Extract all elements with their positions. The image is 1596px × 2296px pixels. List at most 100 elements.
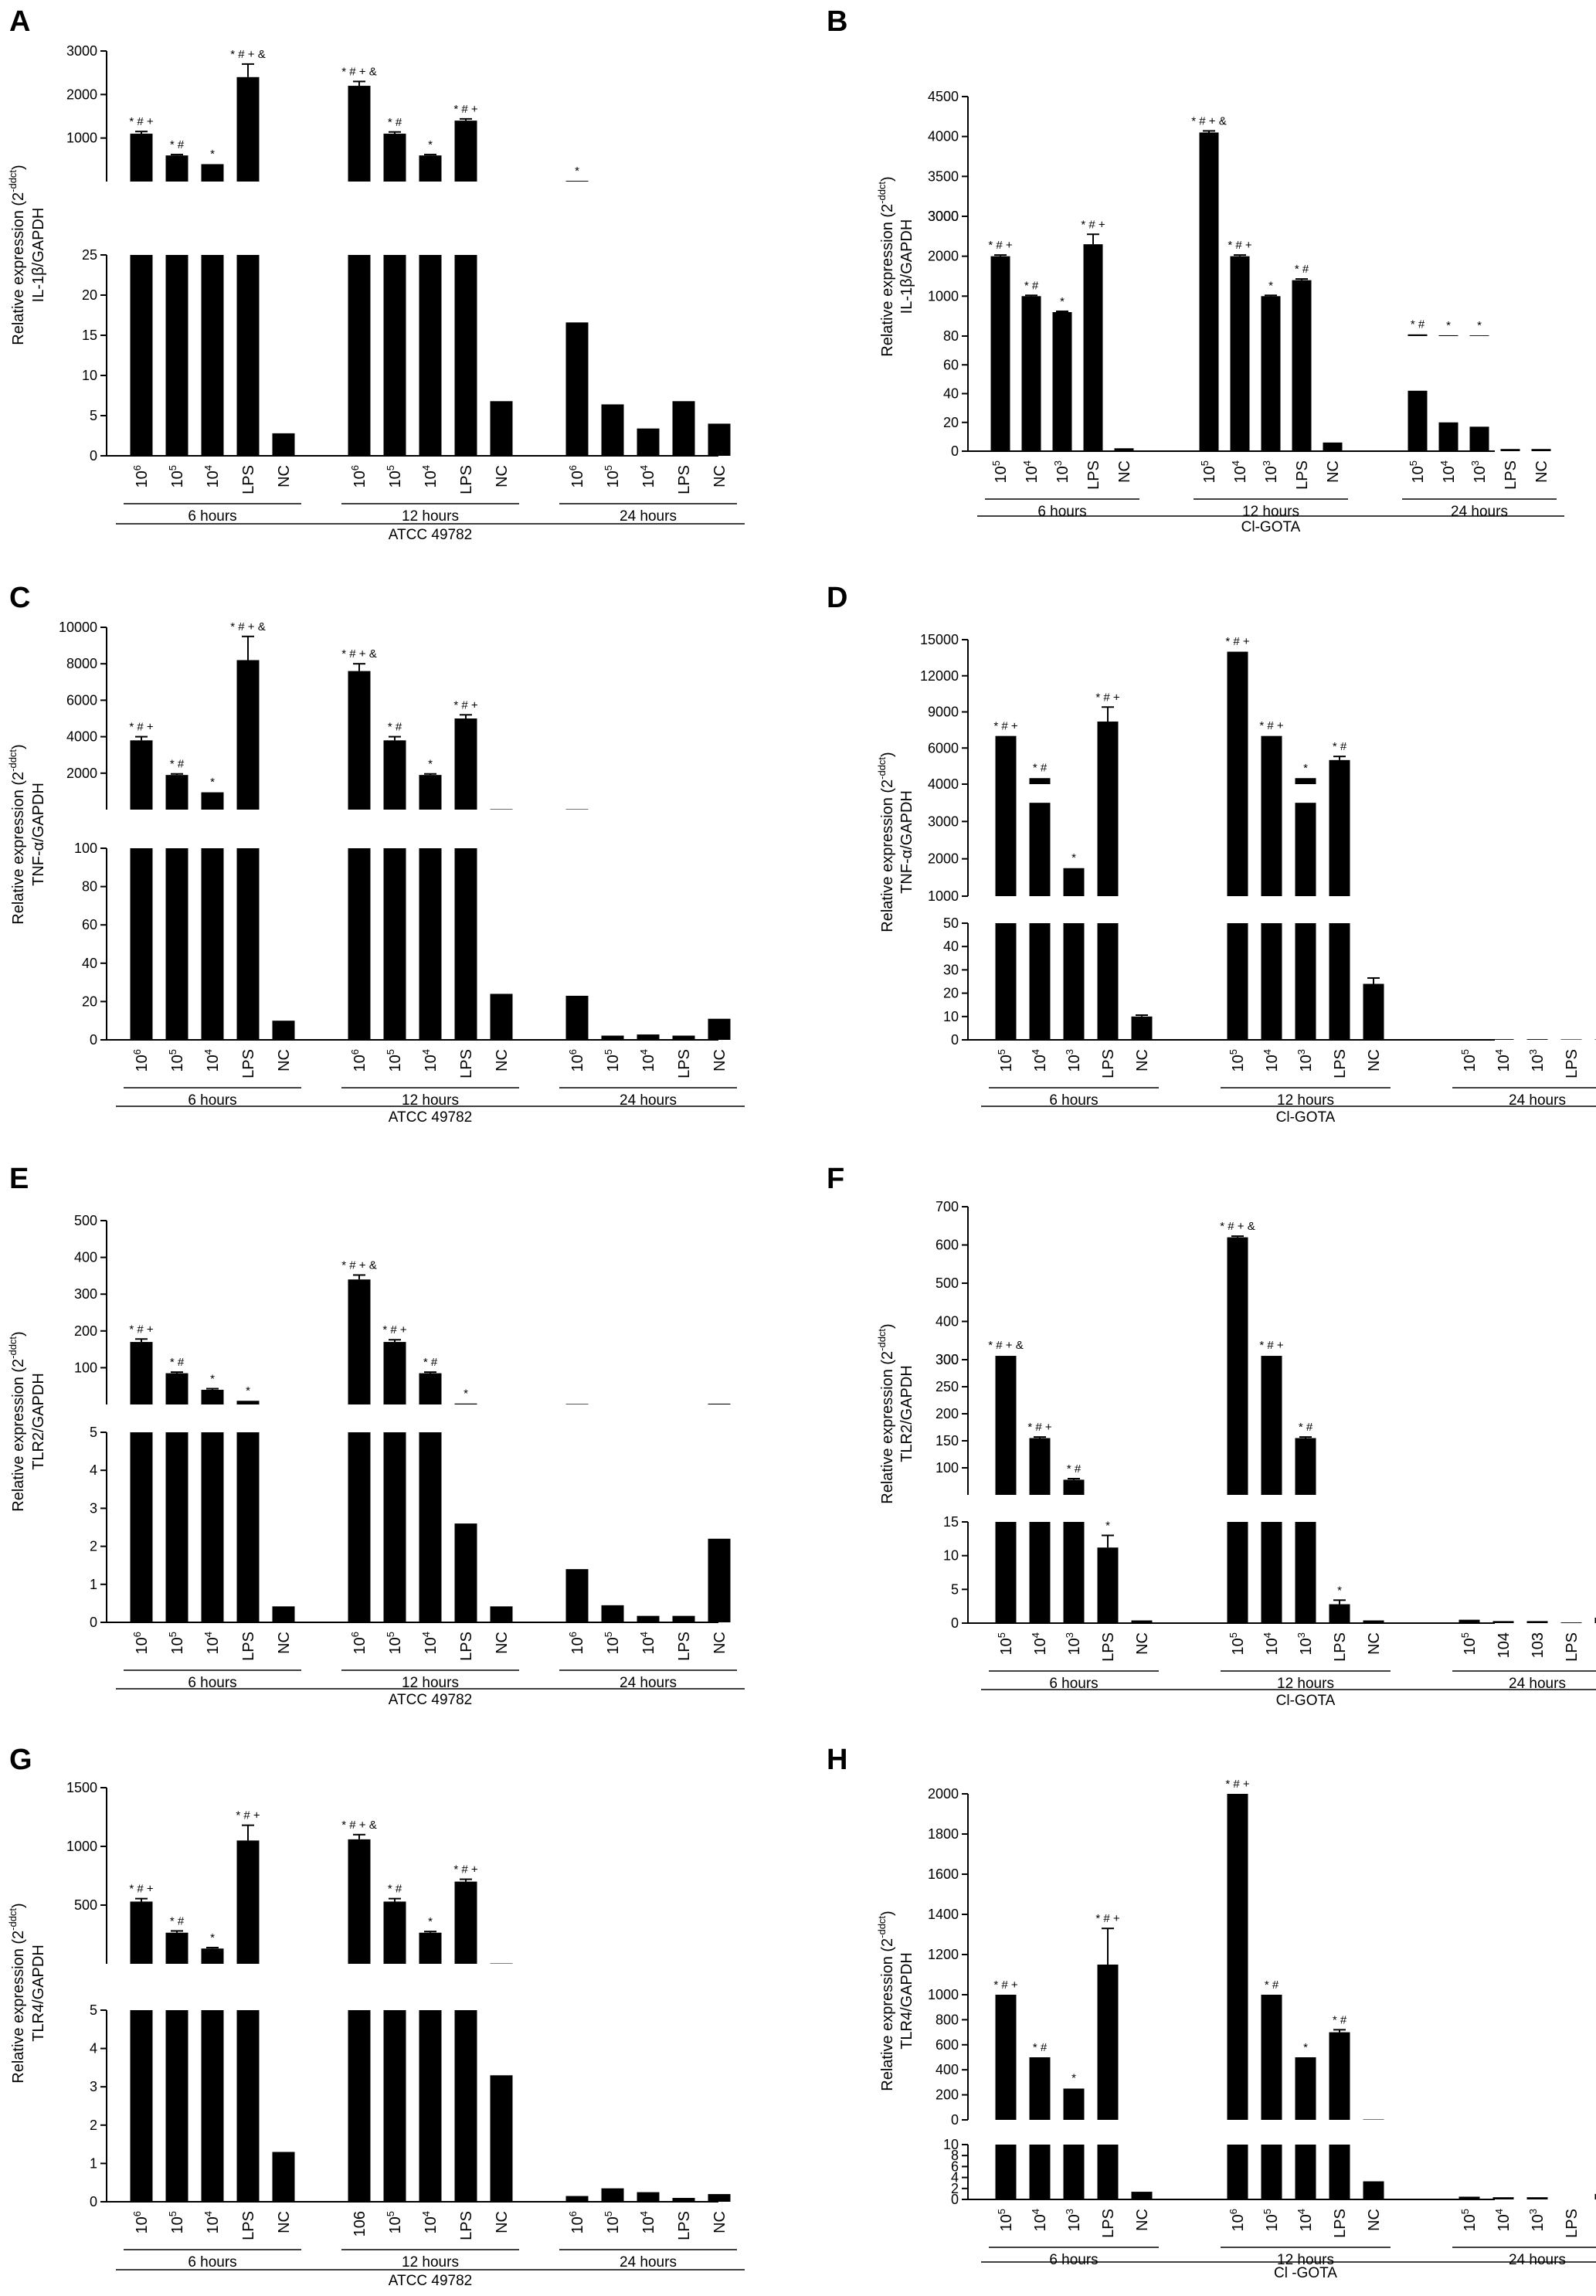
bar	[672, 1615, 695, 1622]
bar	[454, 255, 477, 456]
significance-annotation: *	[246, 1384, 250, 1398]
category-label: 106	[131, 465, 151, 487]
bar	[165, 1932, 188, 1964]
bar	[130, 740, 153, 810]
category-label: LPS	[1100, 2209, 1117, 2238]
y-tick-label: 3500	[928, 168, 959, 184]
bar	[1131, 1620, 1153, 1623]
group-label: 24 hours	[620, 508, 677, 525]
panel-G: G 500 1000 1500 0 1 2 3 4 5 Relative expression (2…	[7, 1744, 745, 2289]
category-label: 103	[1527, 2209, 1547, 2231]
category-label: 104	[1021, 460, 1041, 483]
category-label: 104	[638, 465, 657, 487]
bar	[1029, 803, 1051, 896]
y-tick-label: 0	[90, 1032, 97, 1048]
y-tick-label: 15	[943, 1514, 959, 1530]
category-label: 104	[1230, 460, 1249, 483]
bar	[1594, 1039, 1596, 1040]
bar	[1560, 1622, 1582, 1623]
category-label: 104	[202, 1632, 222, 1654]
bar	[1261, 1356, 1282, 1360]
y-tick-label: 300	[936, 1352, 959, 1367]
bar	[130, 1342, 153, 1404]
group-label: 6 hours	[188, 508, 236, 525]
bar	[1526, 1039, 1548, 1040]
significance-annotation: *	[210, 148, 215, 161]
significance-annotation: * # +	[382, 1323, 407, 1337]
category-label: NC	[494, 2211, 511, 2233]
significance-annotation: *	[210, 1373, 215, 1386]
significance-annotation: * #	[1033, 762, 1048, 775]
bar	[1097, 784, 1119, 896]
bar	[419, 848, 442, 1040]
y-tick-label: 500	[936, 1275, 959, 1291]
y-tick-label: 5	[90, 408, 97, 423]
category-label: LPS	[240, 1049, 257, 1078]
y-tick-label: 15000	[920, 632, 959, 647]
y-tick-label: 4000	[928, 776, 959, 792]
significance-annotation: * # + &	[341, 647, 376, 661]
bar	[130, 1901, 153, 1964]
significance-annotation: * #	[423, 1356, 438, 1369]
category-label: 104	[1262, 1632, 1281, 1655]
significance-annotation: * #	[1333, 2013, 1347, 2026]
bar	[165, 775, 188, 810]
bar	[236, 76, 260, 182]
bar	[1469, 426, 1489, 451]
category-label: 103	[1469, 460, 1489, 483]
bar	[565, 1569, 589, 1622]
category-label: NC	[1116, 460, 1133, 483]
category-label: 104	[638, 1049, 657, 1072]
category-label: 104	[1262, 1049, 1281, 1072]
significance-annotation: * # +	[1081, 218, 1105, 231]
category-label: 104	[1030, 2209, 1049, 2231]
y-axis-subtitle: TLR2/GAPDH	[898, 1365, 915, 1462]
y-tick-label: 1400	[928, 1907, 959, 1922]
y-tick-label: 0	[90, 1615, 97, 1630]
bar	[272, 2152, 295, 2202]
significance-annotation: * #	[388, 116, 402, 129]
y-tick-label: 2	[951, 2181, 959, 2196]
significance-annotation: *	[210, 776, 215, 789]
significance-annotation: * #	[388, 1883, 402, 1896]
category-label: 105	[167, 1632, 186, 1654]
bar	[1227, 1522, 1248, 1623]
y-tick-label: 20	[943, 986, 959, 1001]
bar	[201, 848, 224, 1040]
bar	[708, 423, 731, 456]
category-label: 104	[1493, 2209, 1513, 2231]
category-label: 106	[567, 465, 586, 487]
significance-annotation: * # +	[129, 721, 154, 734]
bar	[708, 1018, 731, 1040]
category-label: 106	[567, 2211, 586, 2233]
significance-annotation: *	[210, 1931, 215, 1944]
bar	[454, 2010, 477, 2202]
bar	[1261, 336, 1281, 451]
strain-label: Cl-GOTA	[1276, 1109, 1336, 1126]
bar	[1227, 784, 1248, 896]
y-tick-label: 8000	[66, 656, 97, 671]
bar	[565, 995, 589, 1040]
panel-letter: H	[827, 1744, 847, 1776]
bar	[995, 1360, 1017, 1495]
y-tick-label: 250	[936, 1379, 959, 1394]
bar	[490, 1606, 513, 1622]
bar	[990, 336, 1010, 451]
bar	[383, 848, 406, 1040]
y-axis-subtitle: TLR4/GAPDH	[898, 1952, 915, 2050]
bar	[1029, 923, 1051, 1040]
y-tick-label: 15	[82, 328, 97, 343]
y-tick-label: 2000	[66, 87, 97, 102]
category-label: NC	[711, 465, 728, 487]
bar	[995, 1995, 1017, 2120]
panel-F: F300400500600700100150200250300051015Rel…	[827, 1163, 1596, 1709]
y-axis-title: Relative expression (2-ddct)	[876, 176, 896, 356]
category-label: LPS	[458, 1632, 475, 1661]
y-tick-label: 200	[74, 1323, 97, 1339]
bar	[419, 1432, 442, 1622]
category-label: NC	[1134, 2209, 1151, 2231]
bar	[1408, 334, 1428, 336]
bar	[454, 1881, 477, 1964]
y-axis-title: Relative expression (2-ddct)	[876, 752, 896, 932]
y-tick-label: 400	[936, 1314, 959, 1330]
